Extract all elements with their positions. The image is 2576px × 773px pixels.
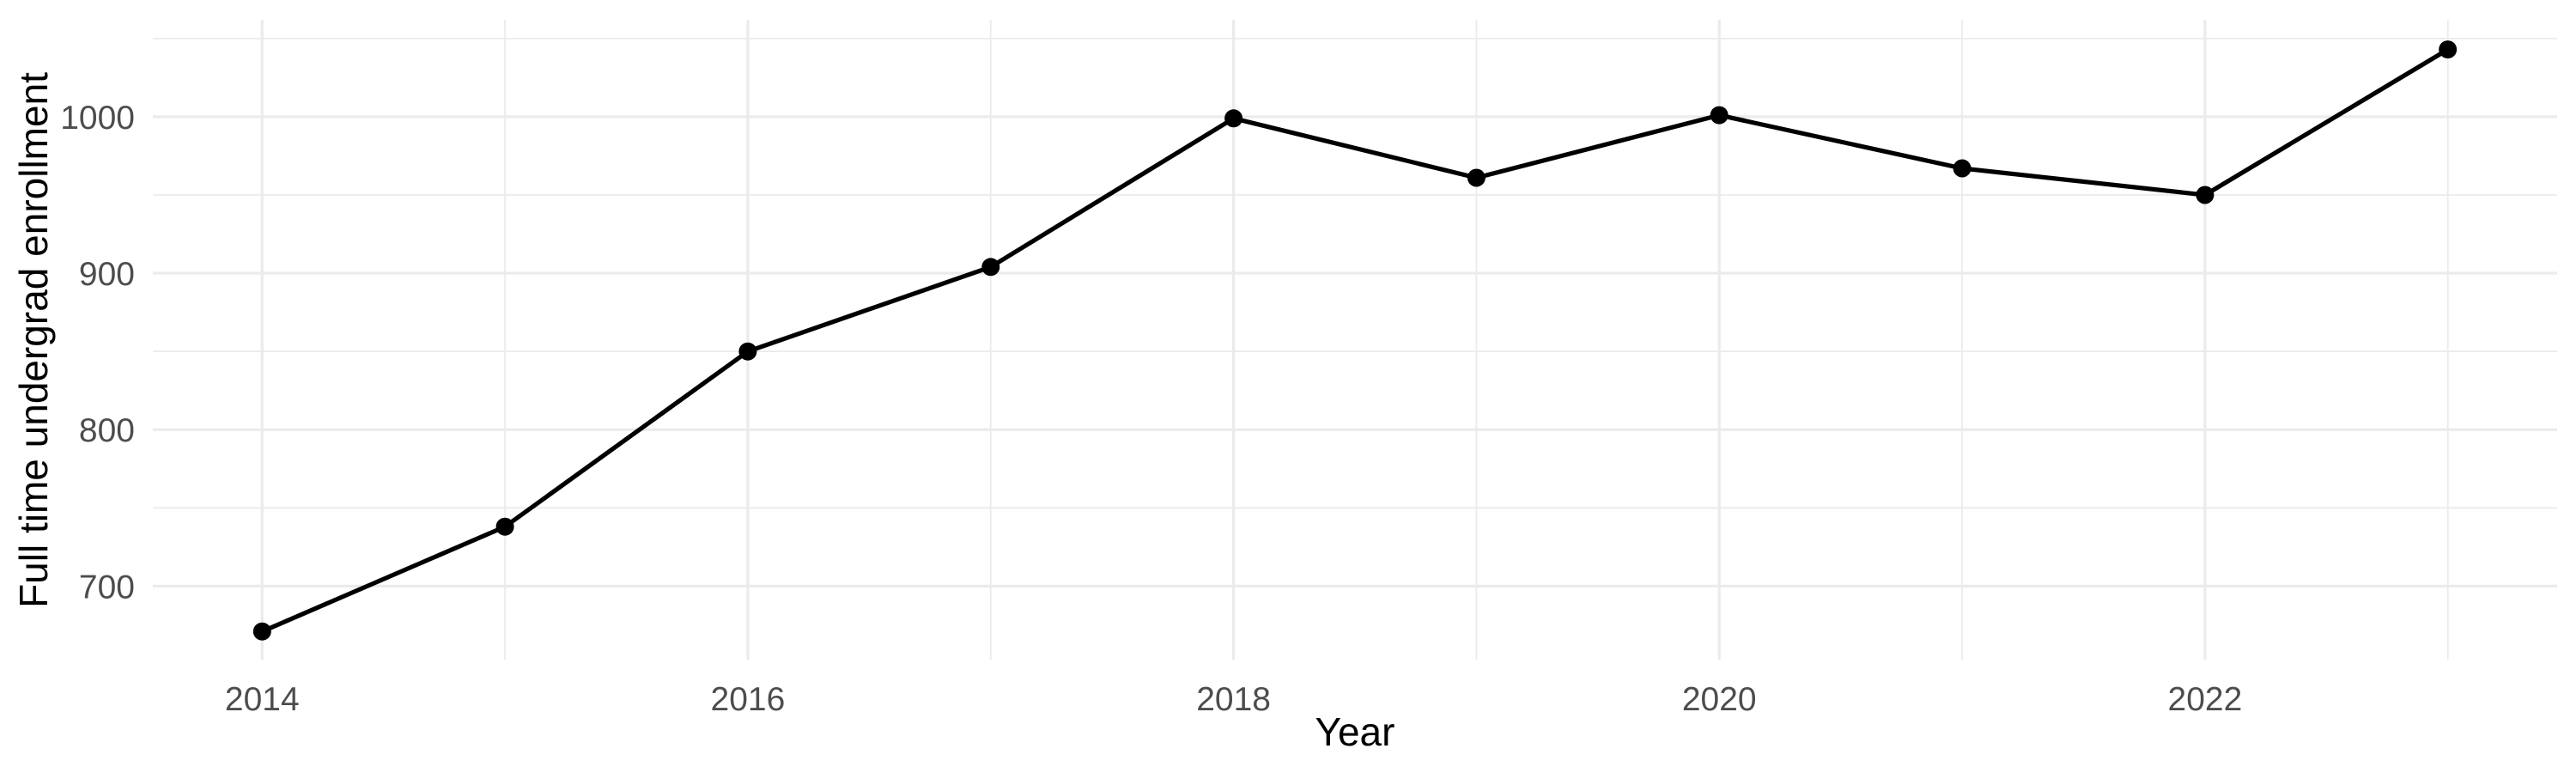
x-tick-label: 2016 [711,681,786,718]
x-axis-title: Year [1315,709,1395,754]
x-minor-gridlines [504,20,2449,660]
data-point [981,258,1000,277]
y-tick-label: 700 [79,569,135,606]
y-tick-label: 1000 [60,100,135,137]
data-point [1467,168,1485,187]
data-point [252,622,271,641]
y-major-gridlines [153,115,2557,587]
x-tick-label: 2022 [2168,681,2243,718]
tick-labels-layer: 700 800 900 1000 2014 2016 2018 2020 2022 [60,100,2242,718]
y-tick-label: 800 [79,412,135,449]
data-point [1224,109,1243,128]
x-tick-label: 2018 [1196,681,1271,718]
data-point [495,517,514,536]
data-point [1710,106,1728,125]
gridlines-layer [153,20,2557,660]
data-points [252,40,2458,641]
series-layer [252,40,2458,641]
x-tick-label: 2020 [1682,681,1757,718]
y-tick-labels: 700 800 900 1000 [60,100,135,606]
x-tick-label: 2014 [225,681,300,718]
data-point [1953,159,1971,178]
data-point [2196,186,2215,204]
data-point [2439,40,2458,59]
y-axis-title: Full time undergrad enrollment [11,72,56,608]
data-line [261,47,2450,634]
x-tick-labels: 2014 2016 2018 2020 2022 [225,681,2242,718]
y-tick-label: 900 [79,256,135,293]
data-point [738,342,757,361]
y-minor-gridlines [153,37,2557,509]
x-major-gridlines [260,20,2207,660]
